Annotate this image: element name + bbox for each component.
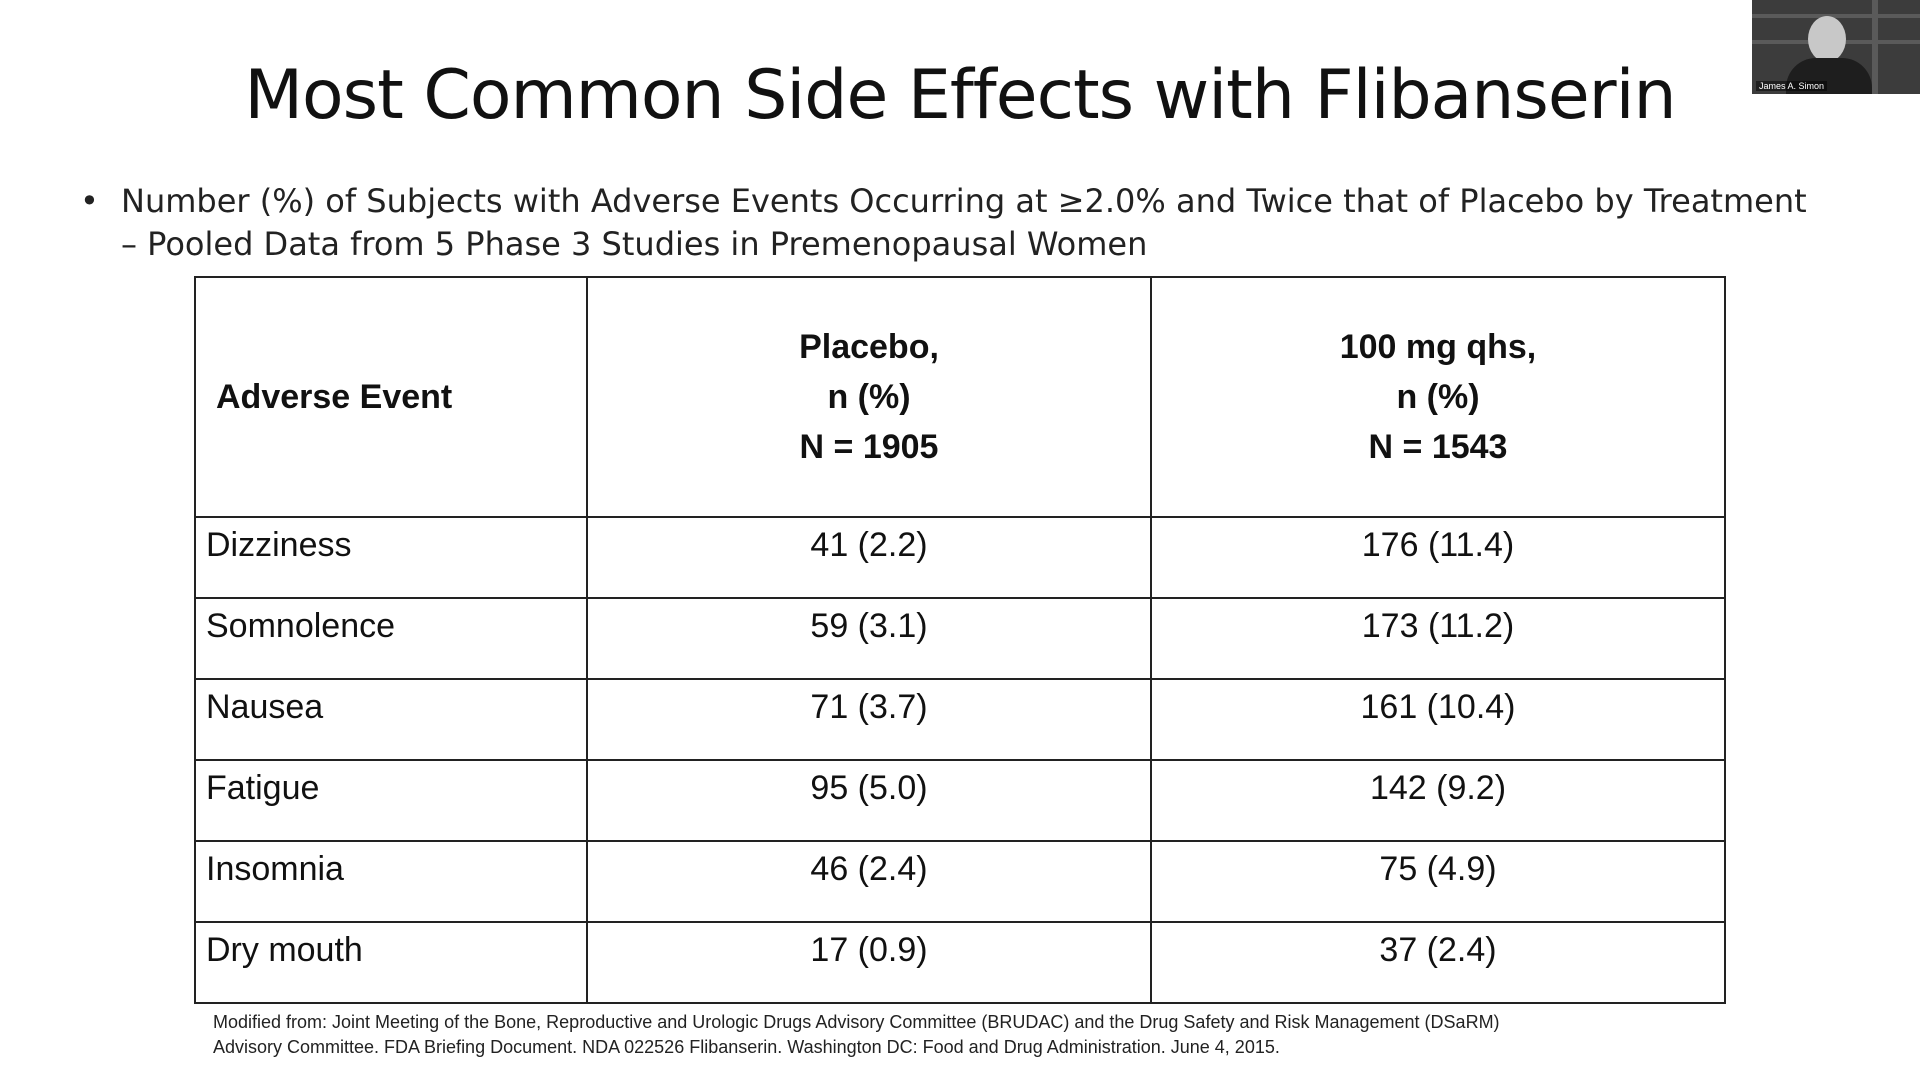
participant-head: [1808, 16, 1846, 62]
header-placebo-line-3: N = 1905: [799, 428, 939, 466]
header-adverse-event: Adverse Event: [194, 276, 588, 518]
table-header-row: Adverse Event Placebo, n (%) N = 1905 10…: [194, 276, 1726, 518]
webcam-thumbnail[interactable]: James A. Simon: [1752, 0, 1920, 94]
header-placebo-line-2: n (%): [827, 378, 911, 416]
cell-dose: 142 (9.2): [1150, 759, 1726, 842]
cell-dose: 176 (11.4): [1150, 516, 1726, 599]
header-dose-line-3: N = 1543: [1368, 428, 1508, 466]
header-dose: 100 mg qhs, n (%) N = 1543: [1150, 276, 1726, 518]
header-placebo: Placebo, n (%) N = 1905: [586, 276, 1152, 518]
cell-placebo: 71 (3.7): [586, 678, 1152, 761]
table-row: Nausea 71 (3.7) 161 (10.4): [194, 678, 1726, 761]
cell-dose: 161 (10.4): [1150, 678, 1726, 761]
cell-dose: 75 (4.9): [1150, 840, 1726, 923]
table-row: Dizziness 41 (2.2) 176 (11.4): [194, 516, 1726, 599]
slide-title: Most Common Side Effects with Flibanseri…: [244, 56, 1676, 135]
cell-event: Insomnia: [194, 840, 588, 923]
cell-placebo: 59 (3.1): [586, 597, 1152, 680]
footnote-line-1: Modified from: Joint Meeting of the Bone…: [213, 1012, 1500, 1032]
table-row: Insomnia 46 (2.4) 75 (4.9): [194, 840, 1726, 923]
bullet-line-2: – Pooled Data from 5 Phase 3 Studies in …: [121, 225, 1148, 263]
bookshelf-decoration: [1872, 0, 1878, 94]
bullet-point: • Number (%) of Subjects with Adverse Ev…: [80, 180, 1840, 266]
cell-event: Dry mouth: [194, 921, 588, 1004]
source-footnote: Modified from: Joint Meeting of the Bone…: [213, 1010, 1773, 1060]
cell-placebo: 41 (2.2): [586, 516, 1152, 599]
table-row: Fatigue 95 (5.0) 142 (9.2): [194, 759, 1726, 842]
cell-dose: 173 (11.2): [1150, 597, 1726, 680]
header-dose-line-2: n (%): [1396, 378, 1480, 416]
bullet-icon: •: [80, 182, 99, 220]
cell-event: Fatigue: [194, 759, 588, 842]
table-row: Dry mouth 17 (0.9) 37 (2.4): [194, 921, 1726, 1004]
cell-event: Dizziness: [194, 516, 588, 599]
bullet-line-1: Number (%) of Subjects with Adverse Even…: [121, 182, 1807, 220]
bullet-text: Number (%) of Subjects with Adverse Even…: [121, 180, 1840, 266]
bookshelf-decoration: [1752, 14, 1920, 18]
participant-name-label: James A. Simon: [1756, 81, 1828, 91]
cell-event: Somnolence: [194, 597, 588, 680]
cell-event: Nausea: [194, 678, 588, 761]
cell-placebo: 46 (2.4): [586, 840, 1152, 923]
header-placebo-line-1: Placebo,: [799, 328, 939, 366]
cell-dose: 37 (2.4): [1150, 921, 1726, 1004]
table-row: Somnolence 59 (3.1) 173 (11.2): [194, 597, 1726, 680]
cell-placebo: 95 (5.0): [586, 759, 1152, 842]
cell-placebo: 17 (0.9): [586, 921, 1152, 1004]
footnote-line-2: Advisory Committee. FDA Briefing Documen…: [213, 1037, 1280, 1057]
adverse-events-table: Adverse Event Placebo, n (%) N = 1905 10…: [194, 276, 1726, 1004]
header-dose-line-1: 100 mg qhs,: [1339, 328, 1537, 366]
